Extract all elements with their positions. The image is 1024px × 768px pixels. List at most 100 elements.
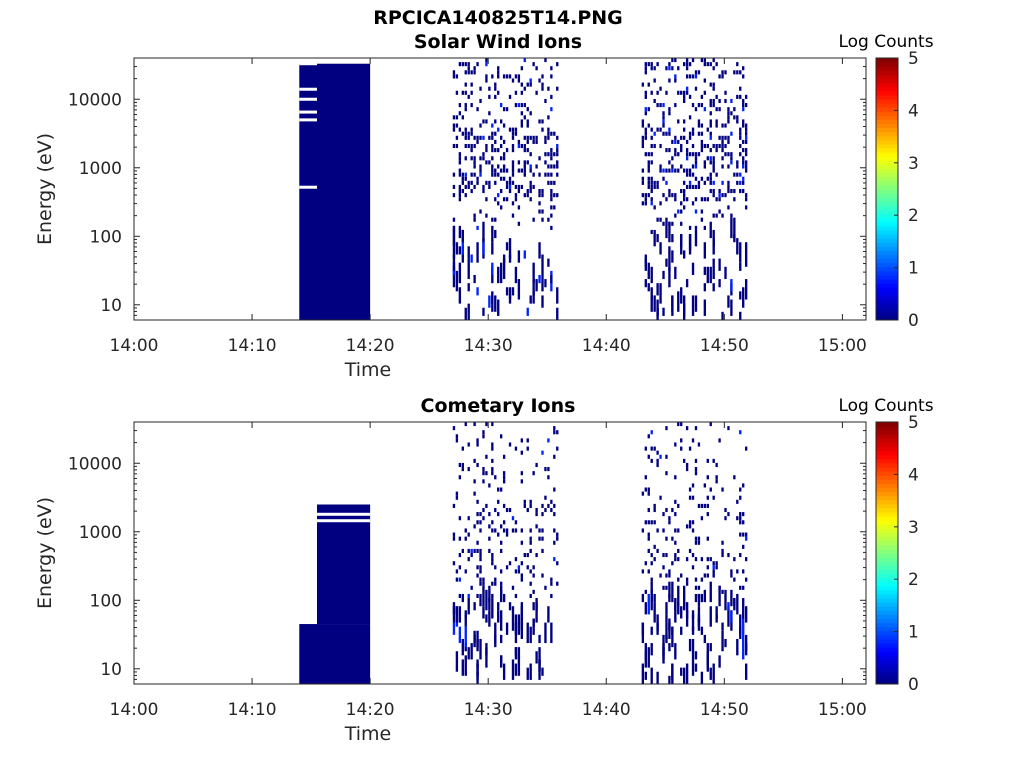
count-pixel — [544, 622, 547, 644]
colorbar-tick-label: 0 — [908, 675, 919, 695]
count-pixel — [500, 205, 503, 210]
count-pixel — [482, 184, 485, 189]
count-pixel — [464, 135, 467, 140]
count-pixel — [744, 103, 748, 108]
count-pixel — [494, 94, 497, 99]
count-pixel — [511, 585, 515, 590]
count-pixel — [455, 491, 459, 496]
count-pixel — [485, 454, 488, 459]
count-pixel — [662, 634, 665, 652]
count-pixel — [744, 94, 748, 99]
count-pixel — [691, 614, 695, 631]
count-pixel — [644, 111, 647, 116]
count-pixel — [709, 135, 712, 140]
count-pixel — [742, 156, 745, 161]
colorbar-cell — [876, 262, 898, 268]
count-pixel — [742, 119, 745, 124]
count-pixel — [553, 503, 556, 508]
colorbar-cell — [876, 131, 898, 137]
count-pixel — [508, 602, 512, 611]
count-pixel — [523, 164, 526, 169]
colorbar-cell — [876, 446, 898, 452]
count-pixel — [458, 127, 462, 132]
count-pixel — [497, 127, 500, 132]
count-pixel — [712, 565, 715, 570]
count-pixel — [497, 487, 500, 492]
count-pixel — [668, 107, 671, 112]
count-pixel — [706, 197, 709, 202]
count-pixel — [455, 569, 459, 574]
count-pixel — [724, 135, 727, 140]
count-pixel — [497, 512, 500, 517]
count-pixel — [697, 180, 701, 185]
count-pixel — [718, 135, 721, 140]
count-pixel — [526, 667, 529, 680]
count-pixel — [541, 127, 544, 132]
count-pixel — [520, 471, 524, 476]
gap-line — [299, 110, 317, 114]
count-pixel — [694, 593, 698, 603]
count-pixel — [647, 491, 650, 496]
count-pixel — [744, 123, 748, 128]
count-pixel — [715, 197, 718, 202]
count-pixel — [656, 458, 659, 463]
colorbar-cell — [876, 450, 898, 456]
count-pixel — [668, 246, 671, 255]
count-pixel — [464, 614, 467, 627]
count-pixel — [500, 524, 503, 529]
count-pixel — [671, 168, 674, 173]
colorbar-cell — [876, 499, 898, 505]
count-pixel — [553, 164, 556, 169]
count-pixel — [511, 172, 515, 177]
colorbar-cell — [876, 626, 898, 632]
count-pixel — [464, 626, 467, 648]
count-pixel — [665, 258, 668, 267]
count-pixel — [706, 565, 709, 570]
count-pixel — [505, 565, 509, 570]
colorbar-cell — [876, 679, 898, 685]
count-pixel — [491, 262, 494, 275]
count-pixel — [700, 503, 704, 508]
count-pixel — [665, 573, 668, 578]
colorbar-cell — [876, 614, 898, 619]
count-pixel — [677, 168, 680, 173]
count-pixel — [727, 180, 730, 185]
colorbar-cell — [876, 585, 898, 591]
count-pixel — [529, 593, 532, 599]
count-pixel — [491, 553, 494, 558]
count-pixel — [491, 291, 494, 304]
count-pixel — [511, 516, 515, 521]
count-pixel — [650, 152, 653, 157]
count-pixel — [647, 193, 650, 198]
count-pixel — [526, 193, 529, 198]
count-pixel — [497, 164, 500, 169]
count-pixel — [470, 156, 473, 161]
count-pixel — [641, 569, 645, 574]
count-pixel — [718, 438, 721, 443]
count-pixel — [461, 467, 464, 472]
count-pixel — [706, 503, 709, 508]
count-pixel — [497, 148, 500, 153]
count-pixel — [736, 499, 739, 504]
count-pixel — [556, 446, 559, 451]
count-pixel — [700, 217, 704, 222]
count-pixel — [452, 123, 456, 128]
count-pixel — [458, 553, 462, 558]
plot-frame — [133, 57, 867, 321]
count-pixel — [647, 82, 650, 87]
count-pixel — [464, 422, 467, 427]
colorbar-cell — [876, 86, 898, 92]
count-pixel — [736, 94, 739, 99]
count-pixel — [653, 229, 656, 247]
count-pixel — [526, 438, 529, 443]
count-pixel — [464, 107, 467, 112]
count-pixel — [508, 561, 512, 566]
panel-2: 14:00 14:10 14:20 14:30 14:40 14:50 15:0010100… — [34, 395, 934, 745]
count-pixel — [452, 536, 456, 541]
count-pixel — [744, 634, 748, 652]
count-pixel — [464, 62, 467, 67]
count-pixel — [727, 512, 730, 517]
count-pixel — [455, 651, 459, 672]
count-pixel — [644, 107, 647, 112]
count-pixel — [680, 201, 683, 206]
